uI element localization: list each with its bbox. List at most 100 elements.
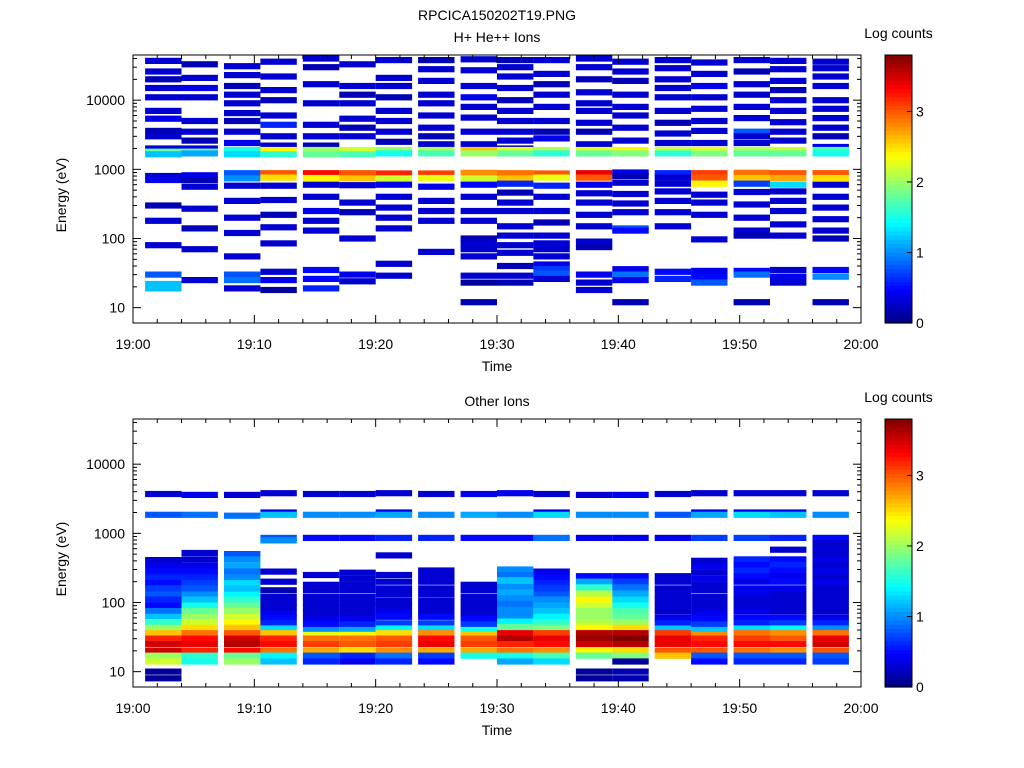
heatmap-cell bbox=[497, 641, 534, 648]
heatmap-cell bbox=[181, 658, 218, 665]
heatmap-cell bbox=[612, 511, 649, 518]
heatmap-cell bbox=[770, 573, 807, 580]
colorbar-segment bbox=[885, 67, 912, 73]
heatmap-cell bbox=[339, 209, 376, 216]
heatmap-cell bbox=[691, 511, 728, 518]
colorbar-segment bbox=[885, 670, 912, 676]
heatmap-cell bbox=[612, 172, 649, 180]
heatmap-cell bbox=[733, 652, 770, 659]
heatmap-cell bbox=[145, 84, 182, 92]
heatmap-cell bbox=[145, 635, 182, 642]
heatmap-cell bbox=[224, 591, 261, 598]
heatmap-cell bbox=[770, 232, 807, 239]
colorbar-tick-label: 0 bbox=[916, 315, 924, 331]
heatmap-cell bbox=[224, 619, 261, 626]
heatmap-cell bbox=[260, 73, 297, 80]
heatmap-cell bbox=[733, 150, 770, 157]
heatmap-cell bbox=[260, 97, 297, 104]
heatmap-cell bbox=[733, 567, 770, 574]
heatmap-cell bbox=[181, 596, 218, 603]
heatmap-cell bbox=[691, 575, 728, 582]
heatmap-cell bbox=[654, 602, 692, 609]
heatmap-cell bbox=[812, 73, 849, 80]
heatmap-cell bbox=[612, 124, 649, 131]
heatmap-cell bbox=[654, 197, 692, 204]
heatmap-cell bbox=[533, 128, 570, 135]
heatmap-cell bbox=[770, 197, 807, 204]
heatmap-cells bbox=[145, 490, 849, 682]
heatmap-cell bbox=[812, 150, 849, 157]
colorbar-segment bbox=[885, 611, 912, 617]
heatmap-cell bbox=[733, 635, 770, 642]
heatmap-cell bbox=[224, 229, 261, 237]
heatmap-cell bbox=[181, 205, 218, 212]
y-tick-label: 1000 bbox=[94, 525, 125, 541]
heatmap-cell bbox=[733, 180, 770, 187]
heatmap-cell bbox=[302, 151, 340, 158]
colorbar-segment bbox=[885, 582, 912, 588]
heatmap-cell bbox=[575, 223, 613, 230]
heatmap-cell bbox=[260, 112, 297, 119]
heatmap-cell bbox=[224, 491, 261, 498]
colorbar: 0 1 2 3 Log counts bbox=[864, 25, 933, 331]
heatmap-cell bbox=[654, 585, 692, 592]
heatmap-cell bbox=[770, 511, 807, 518]
heatmap-cell bbox=[224, 253, 261, 260]
heatmap-cell bbox=[260, 174, 297, 181]
heatmap-cell bbox=[533, 602, 570, 609]
heatmap-cell bbox=[418, 635, 455, 642]
panel-other-ions: 19:00 19:10 19:20 19:30 19:40 19:50 20:0010100… bbox=[53, 389, 933, 738]
heatmap-cell bbox=[302, 621, 340, 628]
colorbar-segment bbox=[885, 561, 912, 567]
heatmap-cell bbox=[181, 176, 218, 184]
heatmap-cell bbox=[224, 91, 261, 98]
colorbar-segment bbox=[885, 163, 912, 169]
heatmap-cell bbox=[691, 641, 728, 648]
x-tick-label: 19:30 bbox=[479, 336, 514, 352]
colorbar-frame bbox=[884, 54, 913, 324]
heatmap-cell bbox=[770, 561, 807, 568]
heatmap-cell bbox=[302, 604, 340, 611]
heatmap-cell bbox=[375, 585, 413, 592]
heatmap-cell bbox=[612, 169, 649, 176]
heatmap-cell bbox=[770, 87, 807, 94]
heatmap-cell bbox=[375, 193, 413, 200]
heatmap-cell bbox=[770, 188, 807, 195]
heatmap-cell bbox=[733, 630, 770, 637]
heatmap-cell bbox=[145, 242, 182, 249]
heatmap-cell bbox=[770, 630, 807, 637]
heatmap-cell bbox=[181, 624, 218, 631]
heatmap-cell bbox=[260, 614, 297, 621]
heatmap-cell bbox=[497, 490, 534, 497]
heatmap-cell bbox=[260, 599, 297, 606]
heatmap-cell bbox=[612, 613, 649, 620]
colorbar-segment bbox=[885, 586, 912, 592]
colorbar-segment bbox=[885, 101, 912, 106]
heatmap-cell bbox=[612, 58, 649, 65]
heatmap-cell bbox=[145, 285, 182, 292]
heatmap-cell bbox=[260, 652, 297, 659]
colorbar-tick-label: 3 bbox=[916, 467, 924, 483]
heatmap-cell bbox=[812, 146, 849, 154]
heatmap-cell bbox=[418, 490, 455, 498]
heatmap-cell bbox=[770, 534, 807, 541]
heatmap-cell bbox=[339, 91, 376, 98]
heatmap-cell bbox=[612, 652, 649, 659]
heatmap-cell bbox=[533, 266, 570, 273]
heatmap-cell bbox=[770, 647, 807, 654]
heatmap-cell bbox=[812, 235, 849, 242]
heatmap-cell bbox=[497, 635, 534, 642]
heatmap-cell bbox=[497, 64, 534, 71]
heatmap-cell bbox=[181, 183, 218, 190]
colorbar-segment bbox=[885, 205, 912, 211]
colorbar-tick-label: 2 bbox=[916, 174, 924, 190]
heatmap-cell bbox=[302, 641, 340, 648]
heatmap-cell bbox=[145, 641, 182, 648]
colorbar-segment bbox=[885, 615, 912, 621]
heatmap-cell bbox=[339, 115, 376, 122]
heatmap-cell bbox=[460, 626, 497, 634]
heatmap-cell bbox=[460, 593, 497, 601]
colorbar-segment bbox=[885, 607, 912, 613]
heatmap-cell bbox=[339, 170, 376, 177]
colorbar-segment bbox=[885, 176, 912, 182]
